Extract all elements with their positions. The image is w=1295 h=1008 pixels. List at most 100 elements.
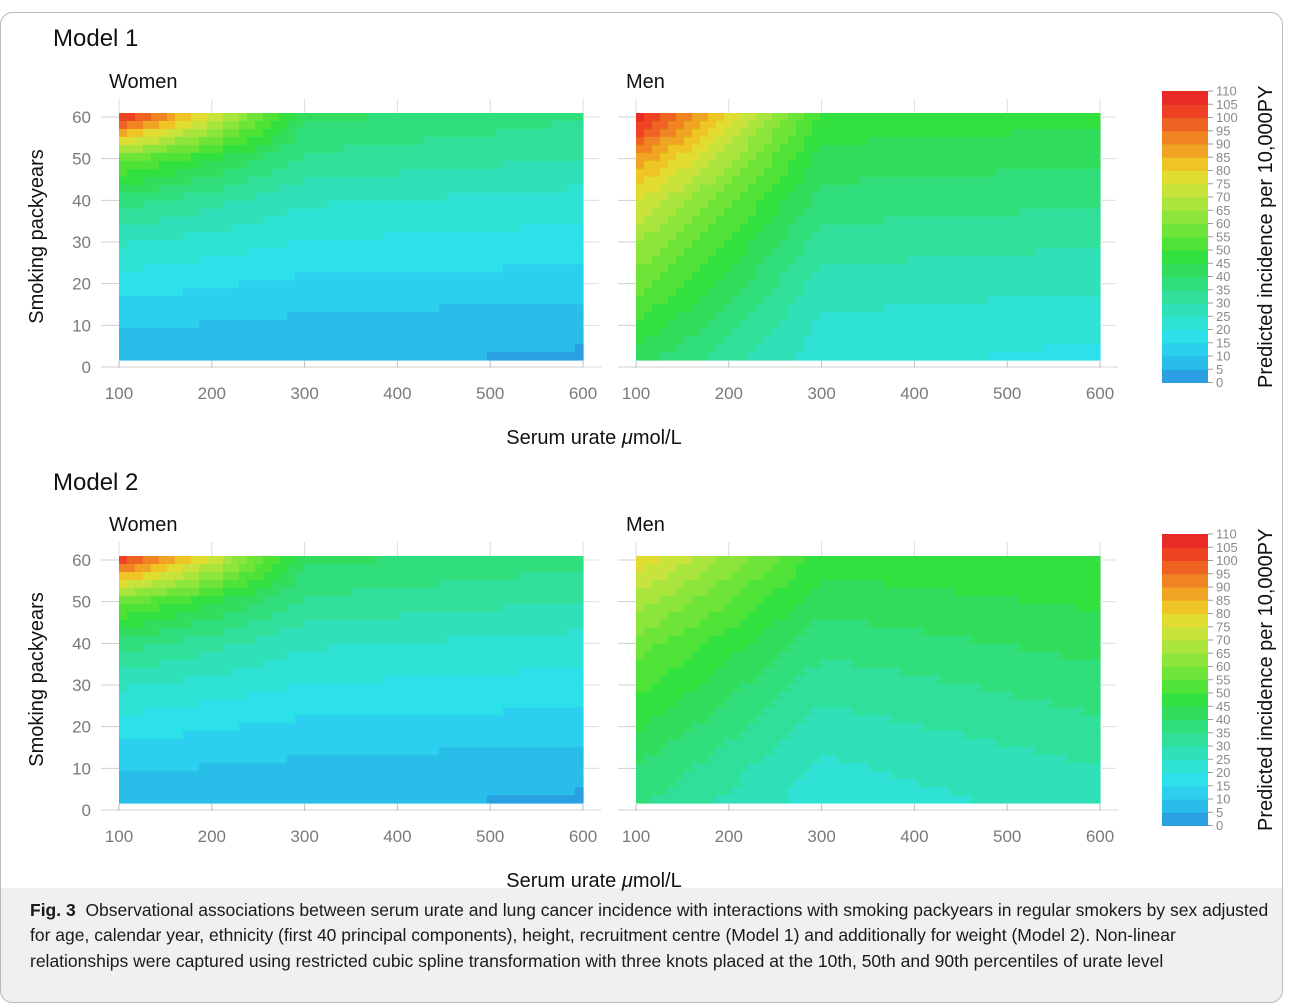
heatmap-cell [223,643,232,653]
heatmap-cell [940,320,949,329]
heatmap-cell [127,336,136,345]
heatmap-cell [479,256,488,265]
heatmap-cell [455,113,464,122]
heatmap-cell [844,272,853,281]
heatmap-cell [487,715,496,724]
heatmap-cell [956,232,965,242]
heatmap-cell [551,232,560,242]
heatmap-cell [543,272,552,281]
heatmap-cell [247,344,256,353]
heatmap-cell [295,707,304,716]
heatmap-cell [535,240,544,250]
heatmap-cell [788,240,797,250]
heatmap-cell [383,352,392,361]
heatmap-cell [295,556,304,565]
heatmap-cell [423,723,432,732]
heatmap-cell [463,683,472,693]
heatmap-cell [415,667,424,677]
heatmap-cell [287,296,296,305]
heatmap-cell [668,336,677,345]
heatmap-cell [575,723,584,732]
heatmap-cell [868,304,877,313]
heatmap-cell [652,168,661,178]
heatmap-cell [135,176,144,186]
heatmap-cell [423,336,432,345]
heatmap-cell [988,224,997,234]
heatmap-cell [1076,136,1085,146]
heatmap-cell [559,595,568,605]
heatmap-cell [980,120,989,130]
heatmap-cell [431,667,440,677]
heatmap-cell [495,563,504,573]
heatmap-cell [908,120,917,130]
heatmap-cell [772,352,781,361]
heatmap-cell [660,336,669,345]
heatmap-cell [844,256,853,265]
heatmap-cell [988,264,997,273]
heatmap-cell [543,128,552,138]
heatmap-cell [535,224,544,234]
heatmap-cell [772,192,781,202]
heatmap-cell [940,336,949,345]
heatmap-cell [1076,216,1085,226]
heatmap-cell [892,264,901,273]
heatmap-cell [684,160,693,170]
heatmap-cell [756,152,765,162]
heatmap-cell [788,256,797,265]
heatmap-cell [527,659,536,669]
heatmap-cell [495,635,504,645]
heatmap-cell [239,587,248,597]
heatmap-cell [511,556,520,565]
heatmap-cell [447,571,456,581]
heatmap-cell [732,336,741,345]
heatmap-cell [263,240,272,250]
heatmap-cell [199,304,208,313]
heatmap-cell [764,288,773,297]
heatmap-cell [271,683,280,693]
heatmap-cell [1084,272,1093,281]
heatmap-cell [271,659,280,669]
heatmap-cell [175,272,184,281]
heatmap-cell [804,240,813,250]
heatmap-cell [495,224,504,234]
heatmap-cell [335,280,344,289]
heatmap-cell [383,320,392,329]
heatmap-cell [844,120,853,130]
heatmap-cell [335,707,344,716]
heatmap-cell [788,312,797,321]
heatmap-cell [559,556,568,565]
heatmap-cell [812,176,821,186]
heatmap-cell [335,635,344,645]
heatmap-cell [159,272,168,281]
heatmap-cell [471,595,480,605]
heatmap-cell [988,168,997,178]
heatmap-cell [119,691,128,701]
heatmap-cell [183,595,192,605]
heatmap-cell [487,256,496,265]
heatmap-cell [183,328,192,337]
heatmap-cell [575,675,584,685]
heatmap-cell [231,320,240,329]
heatmap-cell [335,272,344,281]
heatmap-cell [559,587,568,597]
heatmap-cell [191,264,200,273]
heatmap-cell [860,144,869,154]
heatmap-cell [151,336,160,345]
heatmap-cell [167,280,176,289]
heatmap-cell [223,556,232,565]
heatmap-cell [844,208,853,218]
heatmap-cell [359,344,368,353]
heatmap-cell [503,144,512,154]
heatmap-cell [351,272,360,281]
heatmap-cell [407,563,416,573]
heatmap-cell [463,619,472,629]
heatmap-cell [135,723,144,732]
heatmap-cell [780,352,789,361]
heatmap-cell [223,627,232,637]
heatmap-cell [311,651,320,661]
heatmap-cell [660,160,669,170]
heatmap-cell [343,707,352,716]
heatmap-cell [948,304,957,313]
heatmap-cell [215,113,224,122]
heatmap-cell [439,128,448,138]
